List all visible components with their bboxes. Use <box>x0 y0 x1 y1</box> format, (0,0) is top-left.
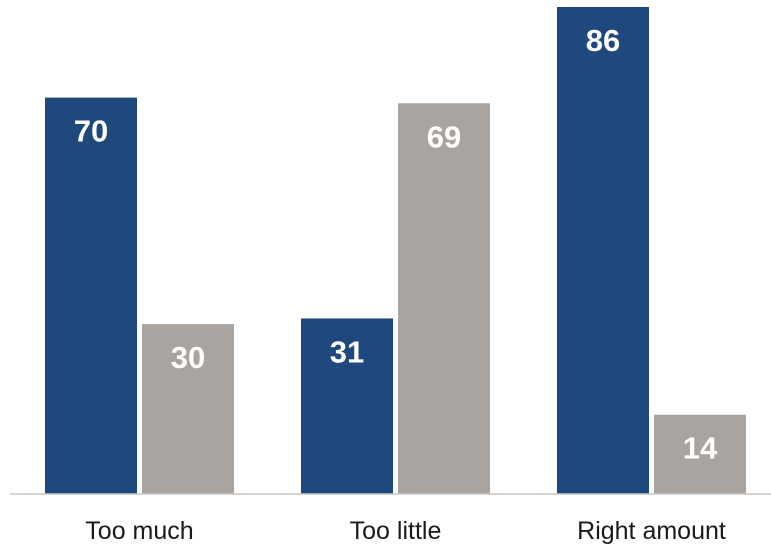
data-label: 31 <box>330 334 364 369</box>
category-labels: Too much Too little Right amount <box>85 517 726 545</box>
bar-too-much-series-1 <box>45 97 137 495</box>
data-label: 14 <box>683 431 718 466</box>
bar-right-amount-series-2 <box>654 414 746 494</box>
data-label: 69 <box>427 119 461 154</box>
data-label: 70 <box>74 114 108 149</box>
bars-group: 70 30 31 69 86 14 <box>45 7 746 495</box>
bar-too-little-series-2 <box>398 103 490 494</box>
data-label: 86 <box>586 23 620 58</box>
data-label: 30 <box>171 340 205 375</box>
bar-too-little-series-1 <box>301 318 393 494</box>
bar-right-amount-series-1 <box>557 7 649 494</box>
category-label: Too little <box>350 517 442 545</box>
category-label: Too much <box>85 517 193 545</box>
category-label: Right amount <box>577 517 726 545</box>
bar-too-much-series-2 <box>142 324 234 494</box>
